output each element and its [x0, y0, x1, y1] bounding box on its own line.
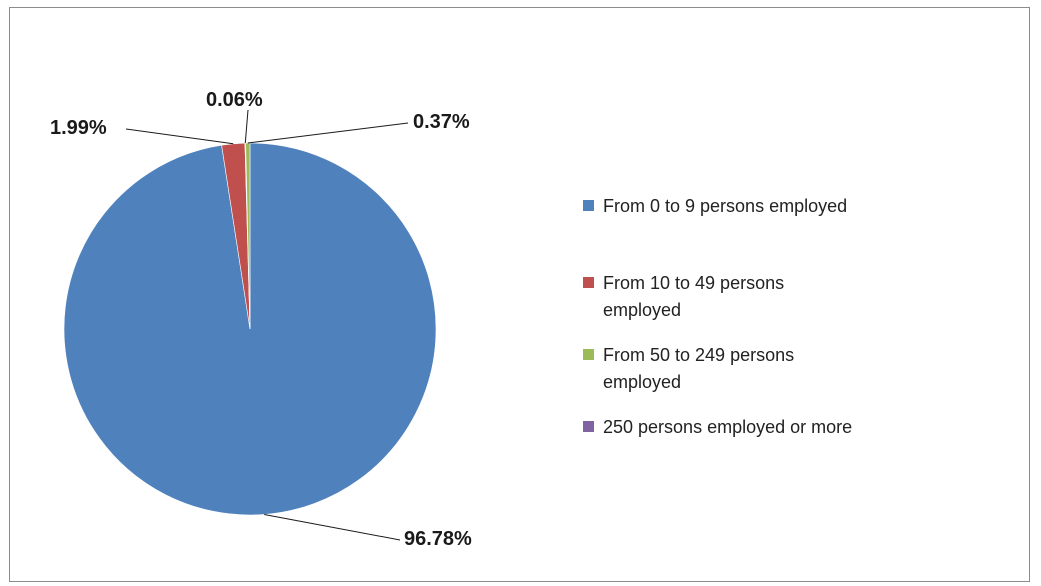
leader-line-2 — [247, 122, 409, 144]
legend-label-3-line-0: 250 persons employed or more — [603, 417, 852, 437]
data-label-2: 0.37% — [413, 111, 470, 133]
legend-swatch-3 — [583, 421, 594, 432]
leader-line-1 — [125, 128, 234, 145]
data-label-3: 0.06% — [206, 89, 263, 111]
data-label-1: 1.99% — [50, 117, 107, 139]
leader-line-3 — [244, 109, 249, 144]
legend-label-0-line-0: From 0 to 9 persons employed — [603, 196, 847, 216]
legend-swatch-2 — [583, 349, 594, 360]
leader-line-0 — [264, 513, 401, 541]
legend-label-2-line-1: employed — [603, 372, 681, 392]
legend-label-2-line-0: From 50 to 249 persons — [603, 345, 794, 365]
legend-label-1-line-1: employed — [603, 300, 681, 320]
data-label-0: 96.78% — [404, 528, 472, 550]
legend-swatch-1 — [583, 277, 594, 288]
legend-swatch-0 — [583, 200, 594, 211]
legend: From 0 to 9 persons employed From 10 to 4… — [583, 196, 852, 437]
leader-lines — [125, 109, 409, 541]
data-labels: 96.78% 1.99% 0.37% 0.06% — [50, 89, 472, 550]
legend-label-1-line-0: From 10 to 49 persons — [603, 273, 784, 293]
pie-slices — [63, 142, 437, 516]
